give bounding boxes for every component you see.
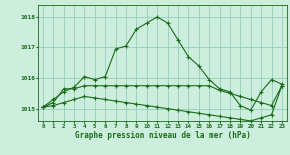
X-axis label: Graphe pression niveau de la mer (hPa): Graphe pression niveau de la mer (hPa) xyxy=(75,131,250,140)
